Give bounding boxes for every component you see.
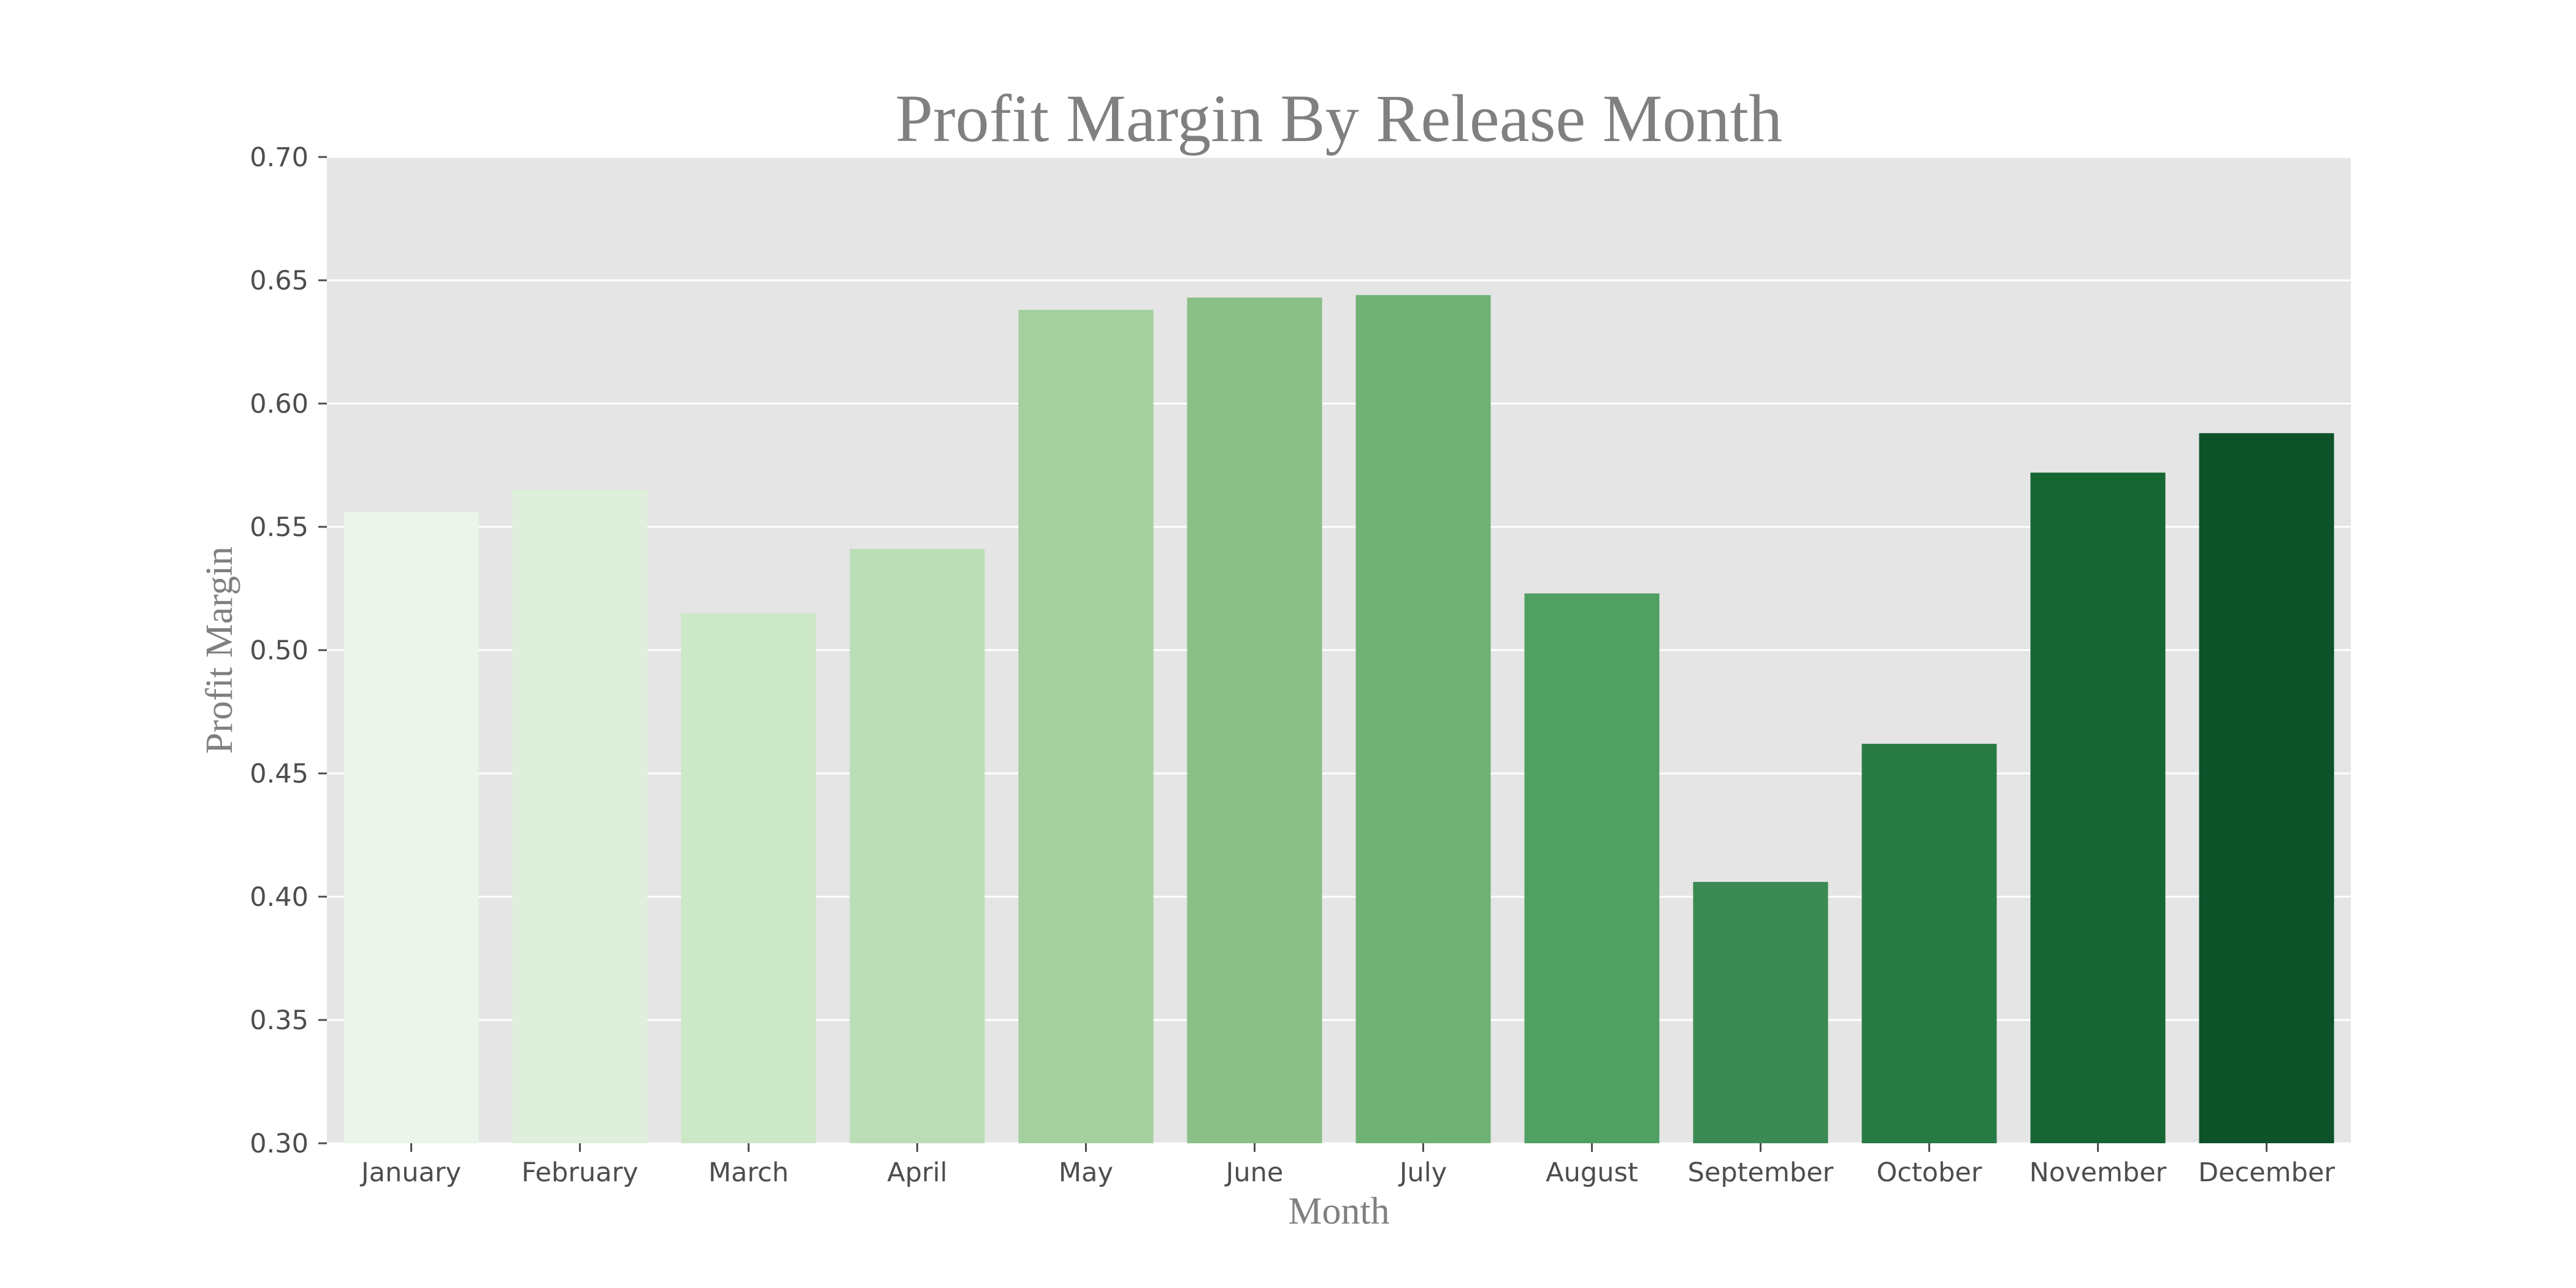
- y-tick-label: 0.50: [250, 635, 309, 666]
- bar-january: [343, 512, 479, 1143]
- y-tick-label: 0.60: [250, 389, 309, 420]
- y-tick-label: 0.40: [250, 882, 309, 913]
- y-tick-label: 0.65: [250, 266, 309, 296]
- x-tick-label: June: [1224, 1157, 1284, 1188]
- x-tick-label: October: [1876, 1157, 1982, 1188]
- x-tick-label: February: [521, 1157, 638, 1188]
- bar-december: [2199, 433, 2334, 1143]
- x-tick-label: January: [359, 1157, 461, 1188]
- y-axis-label: Profit Margin: [199, 546, 240, 754]
- chart-title: Profit Margin By Release Month: [895, 81, 1782, 156]
- bar-june: [1187, 297, 1322, 1143]
- y-tick-label: 0.55: [250, 512, 309, 543]
- bar-october: [1861, 743, 1997, 1143]
- y-tick-label: 0.45: [250, 759, 309, 789]
- x-axis-label: Month: [1288, 1190, 1389, 1232]
- bar-april: [849, 549, 985, 1143]
- bar-march: [681, 613, 816, 1143]
- y-tick-label: 0.30: [250, 1129, 309, 1159]
- bars: [343, 295, 2334, 1144]
- x-tick-label: March: [708, 1157, 789, 1188]
- y-axis-ticks: 0.30 0.35 0.40 0.45 0.50 0.55 0.60 0.65 0.70: [250, 142, 327, 1159]
- bar-november: [2030, 472, 2166, 1143]
- x-tick-label: September: [1688, 1157, 1834, 1188]
- x-tick-label: August: [1546, 1157, 1638, 1188]
- x-tick-label: July: [1398, 1157, 1447, 1188]
- x-tick-label: December: [2198, 1157, 2335, 1188]
- bar-september: [1693, 881, 1828, 1143]
- x-tick-label: November: [2030, 1157, 2167, 1188]
- bar-february: [512, 489, 648, 1144]
- x-tick-label: May: [1059, 1157, 1113, 1188]
- bar-july: [1355, 295, 1491, 1143]
- gridlines: [327, 156, 2351, 1144]
- y-tick-label: 0.35: [250, 1005, 309, 1036]
- x-axis-ticks: January February March April May June July Augu…: [359, 1143, 2335, 1188]
- bar-august: [1524, 593, 1660, 1143]
- x-tick-label: April: [887, 1157, 947, 1188]
- y-tick-label: 0.70: [250, 142, 309, 173]
- bar-may: [1018, 310, 1154, 1143]
